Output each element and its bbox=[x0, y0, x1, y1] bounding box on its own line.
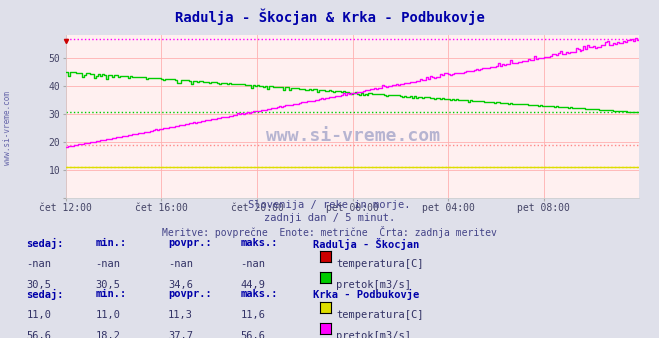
Text: www.si-vreme.com: www.si-vreme.com bbox=[3, 92, 13, 165]
Text: Radulja - Škocjan: Radulja - Škocjan bbox=[313, 238, 419, 250]
Text: 11,0: 11,0 bbox=[96, 310, 121, 320]
Text: min.:: min.: bbox=[96, 238, 127, 248]
Text: povpr.:: povpr.: bbox=[168, 289, 212, 299]
Text: temperatura[C]: temperatura[C] bbox=[336, 259, 424, 269]
Text: 44,9: 44,9 bbox=[241, 280, 266, 290]
Text: 56,6: 56,6 bbox=[26, 331, 51, 338]
Text: min.:: min.: bbox=[96, 289, 127, 299]
Text: 18,2: 18,2 bbox=[96, 331, 121, 338]
Text: maks.:: maks.: bbox=[241, 289, 278, 299]
Text: -nan: -nan bbox=[26, 259, 51, 269]
Text: -nan: -nan bbox=[241, 259, 266, 269]
Text: maks.:: maks.: bbox=[241, 238, 278, 248]
Text: sedaj:: sedaj: bbox=[26, 289, 64, 300]
Text: www.si-vreme.com: www.si-vreme.com bbox=[266, 127, 440, 145]
Text: Radulja - Škocjan & Krka - Podbukovje: Radulja - Škocjan & Krka - Podbukovje bbox=[175, 8, 484, 25]
Text: 34,6: 34,6 bbox=[168, 280, 193, 290]
Text: 37,7: 37,7 bbox=[168, 331, 193, 338]
Text: povpr.:: povpr.: bbox=[168, 238, 212, 248]
Text: temperatura[C]: temperatura[C] bbox=[336, 310, 424, 320]
Text: 11,3: 11,3 bbox=[168, 310, 193, 320]
Text: pretok[m3/s]: pretok[m3/s] bbox=[336, 280, 411, 290]
Text: Meritve: povprečne  Enote: metrične  Črta: zadnja meritev: Meritve: povprečne Enote: metrične Črta:… bbox=[162, 226, 497, 238]
Text: 30,5: 30,5 bbox=[96, 280, 121, 290]
Text: 11,0: 11,0 bbox=[26, 310, 51, 320]
Text: Krka - Podbukovje: Krka - Podbukovje bbox=[313, 289, 419, 300]
Text: -nan: -nan bbox=[168, 259, 193, 269]
Text: pretok[m3/s]: pretok[m3/s] bbox=[336, 331, 411, 338]
Text: 56,6: 56,6 bbox=[241, 331, 266, 338]
Text: Slovenija / reke in morje.: Slovenija / reke in morje. bbox=[248, 200, 411, 210]
Text: zadnji dan / 5 minut.: zadnji dan / 5 minut. bbox=[264, 213, 395, 223]
Text: sedaj:: sedaj: bbox=[26, 238, 64, 249]
Text: -nan: -nan bbox=[96, 259, 121, 269]
Text: 30,5: 30,5 bbox=[26, 280, 51, 290]
Text: 11,6: 11,6 bbox=[241, 310, 266, 320]
